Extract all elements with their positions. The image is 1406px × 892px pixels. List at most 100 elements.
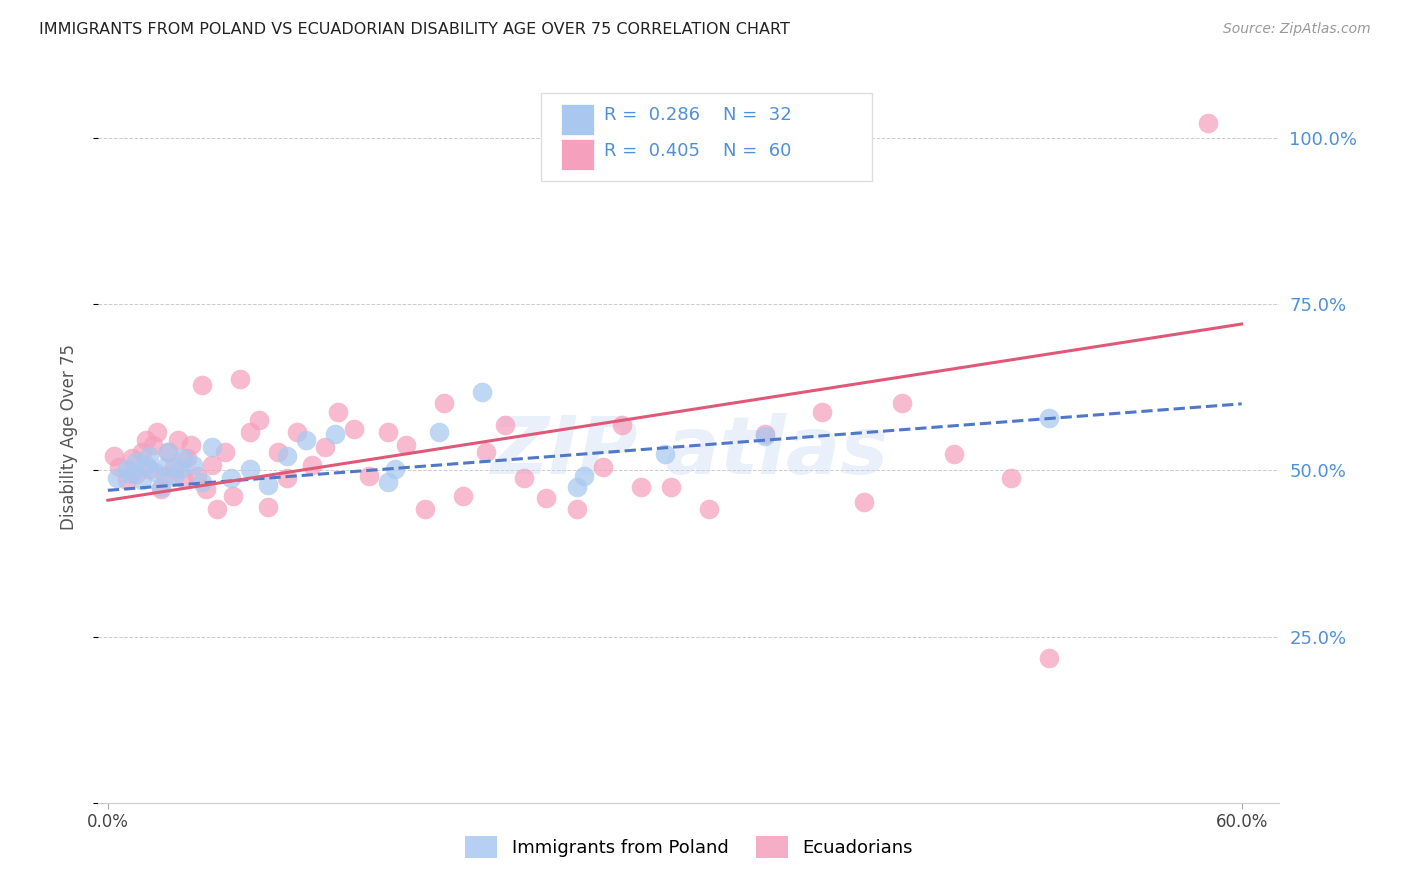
FancyBboxPatch shape — [541, 94, 872, 181]
Point — [395, 438, 418, 452]
Point — [295, 434, 318, 448]
Point — [377, 475, 399, 490]
Point — [207, 502, 229, 516]
Point — [257, 500, 280, 514]
Point — [247, 413, 270, 427]
Text: R =  0.405    N =  60: R = 0.405 N = 60 — [605, 143, 792, 161]
Point — [166, 434, 188, 448]
Point — [1000, 471, 1022, 485]
Point — [659, 480, 682, 494]
Point — [536, 491, 558, 506]
Point — [135, 458, 157, 472]
Point — [239, 462, 262, 476]
Legend: Immigrants from Poland, Ecuadorians: Immigrants from Poland, Ecuadorians — [456, 827, 922, 867]
Point — [163, 460, 186, 475]
Point — [125, 467, 148, 481]
Point — [146, 425, 169, 439]
Point — [201, 458, 224, 472]
Point — [138, 449, 160, 463]
Point — [105, 471, 128, 485]
Point — [592, 460, 614, 475]
Point — [135, 434, 157, 448]
Point — [157, 444, 180, 458]
Point — [494, 418, 516, 433]
Point — [191, 475, 214, 490]
Point — [191, 378, 214, 392]
Point — [1038, 411, 1060, 425]
Point — [195, 482, 218, 496]
Point — [149, 482, 172, 496]
Point — [451, 489, 474, 503]
Point — [697, 502, 720, 516]
FancyBboxPatch shape — [561, 104, 595, 135]
Point — [276, 471, 298, 485]
Point — [186, 468, 208, 483]
Point — [153, 460, 176, 475]
Point — [169, 462, 191, 476]
Point — [427, 425, 450, 439]
Y-axis label: Disability Age Over 75: Disability Age Over 75 — [59, 344, 77, 530]
Point — [229, 371, 252, 385]
Point — [323, 426, 346, 441]
Text: ZIP atlas: ZIP atlas — [489, 413, 889, 491]
Point — [342, 422, 364, 436]
Point — [475, 444, 498, 458]
FancyBboxPatch shape — [561, 139, 595, 170]
Point — [131, 473, 153, 487]
Point — [314, 440, 336, 454]
Point — [943, 447, 966, 461]
Point — [115, 473, 138, 487]
Point — [180, 438, 202, 452]
Text: R =  0.286    N =  32: R = 0.286 N = 32 — [605, 106, 792, 125]
Point — [239, 425, 262, 439]
Point — [1038, 650, 1060, 665]
Point — [172, 471, 194, 485]
Point — [138, 462, 160, 476]
Point — [471, 384, 494, 399]
Point — [654, 447, 676, 461]
Point — [108, 460, 131, 475]
Point — [754, 429, 776, 443]
Point — [267, 444, 290, 458]
Point — [565, 480, 588, 494]
Point — [357, 468, 380, 483]
Point — [328, 405, 350, 419]
Point — [285, 425, 308, 439]
Point — [276, 449, 298, 463]
Point — [1197, 116, 1219, 130]
Point — [120, 467, 142, 481]
Point — [149, 480, 172, 494]
Point — [754, 426, 776, 441]
Point — [219, 471, 242, 485]
Point — [131, 444, 153, 458]
Point — [630, 480, 652, 494]
Point — [201, 440, 224, 454]
Point — [176, 451, 198, 466]
Point — [142, 438, 165, 452]
Point — [143, 465, 166, 479]
Point — [125, 455, 148, 469]
Point — [852, 495, 875, 509]
Point — [377, 425, 399, 439]
Point — [157, 444, 180, 458]
Point — [415, 502, 437, 516]
Point — [433, 395, 456, 409]
Point — [115, 462, 138, 476]
Text: IMMIGRANTS FROM POLAND VS ECUADORIAN DISABILITY AGE OVER 75 CORRELATION CHART: IMMIGRANTS FROM POLAND VS ECUADORIAN DIS… — [39, 22, 790, 37]
Point — [384, 462, 406, 476]
Point — [565, 502, 588, 516]
Point — [103, 449, 125, 463]
Point — [890, 395, 912, 409]
Point — [301, 458, 323, 472]
Point — [214, 444, 236, 458]
Point — [572, 468, 595, 483]
Point — [181, 458, 204, 472]
Point — [257, 478, 280, 492]
Point — [221, 489, 243, 503]
Point — [172, 451, 194, 466]
Point — [811, 405, 834, 419]
Point — [163, 468, 186, 483]
Point — [512, 471, 534, 485]
Point — [610, 418, 633, 433]
Point — [153, 468, 176, 483]
